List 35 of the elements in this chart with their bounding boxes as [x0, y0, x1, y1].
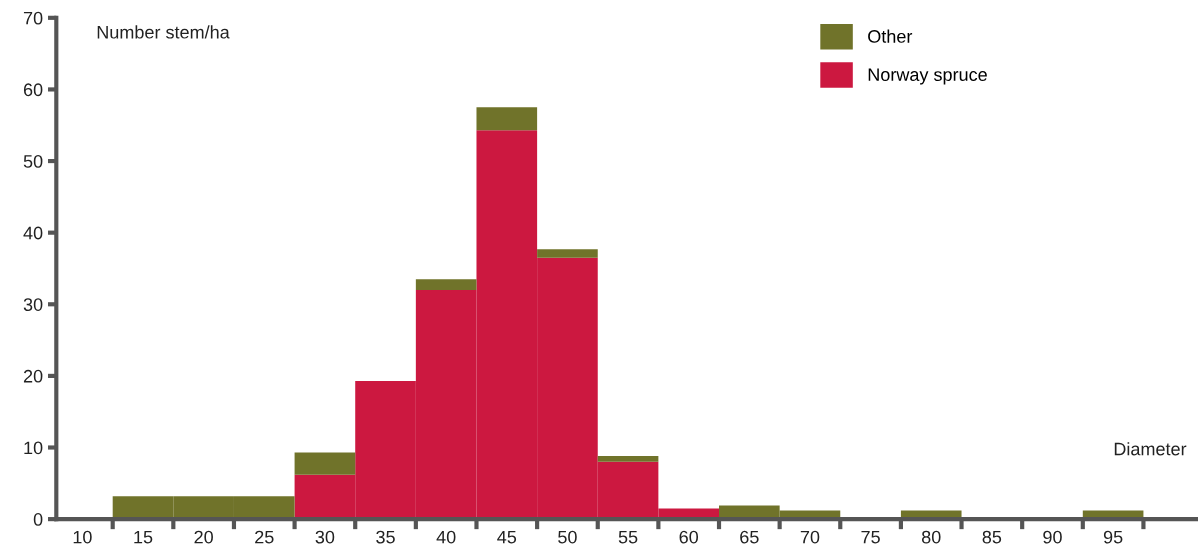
bar [476, 107, 538, 131]
y-tick-label: 50 [23, 154, 43, 168]
x-tick-label: 80 [921, 530, 941, 544]
y-tick-label: 60 [23, 83, 43, 97]
x-tick-label: 70 [800, 530, 820, 544]
y-tick-label: 10 [24, 441, 43, 455]
legend-label: Norway spruce [868, 68, 987, 85]
bar [537, 249, 598, 258]
x-tick-label: 25 [255, 530, 274, 544]
x-tick-label: 45 [497, 530, 517, 544]
x-tick-label: 95 [1103, 530, 1123, 544]
x-tick-label: 75 [861, 530, 880, 544]
y-tick-label: 0 [33, 513, 43, 526]
x-tick-label: 90 [1043, 530, 1062, 544]
x-tick-label: 50 [558, 530, 577, 544]
x-tick-label: 20 [194, 530, 213, 544]
x-tick-label: 65 [740, 530, 759, 544]
x-tick-label: 60 [679, 530, 699, 544]
x-tick-label: 40 [436, 530, 456, 544]
bar [415, 279, 477, 290]
x-tick-label: 55 [618, 530, 638, 544]
x-tick-label: 15 [134, 530, 153, 544]
x-tick-label: 85 [982, 530, 1002, 544]
y-axis-title: Number stem/ha [97, 25, 230, 39]
y-tick-label: 70 [23, 11, 43, 25]
bar [294, 452, 356, 475]
y-tick-label: 30 [23, 298, 43, 311]
y-tick-label: 20 [23, 369, 43, 383]
bar [597, 456, 659, 462]
x-axis-title: Diameter [1114, 442, 1187, 456]
x-tick-label: 30 [315, 530, 335, 544]
x-tick-label: 35 [376, 530, 395, 544]
x-tick-label: 10 [73, 530, 92, 544]
y-tick-label: 40 [23, 226, 43, 240]
legend-label: Other [868, 29, 913, 43]
